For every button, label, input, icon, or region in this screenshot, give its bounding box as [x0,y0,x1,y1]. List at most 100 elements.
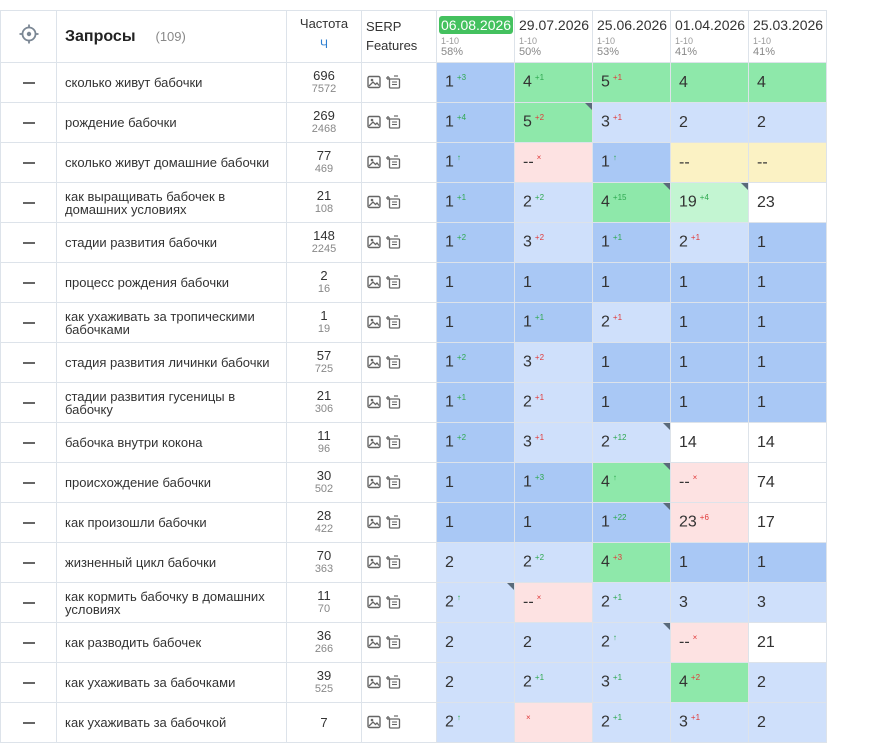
position-cell[interactable]: 2 +2 [514,182,593,223]
keyword-text[interactable]: сколько живут бабочки [65,75,203,90]
minus-icon[interactable] [22,521,35,524]
image-icon[interactable] [367,514,386,531]
keyword-text[interactable]: как произошли бабочки [65,515,207,530]
position-cell[interactable]: 2 [436,662,515,703]
position-cell[interactable]: 3 +1 [670,702,749,743]
position-cell[interactable]: 1 +3 [514,462,593,503]
position-cell[interactable]: 1 +3 [436,62,515,103]
position-cell[interactable]: 1 +4 [436,102,515,143]
keyword-text[interactable]: процесс рождения бабочки [65,275,230,290]
position-cell[interactable]: 1 [748,262,827,303]
position-cell[interactable]: 2 +1 [514,382,593,423]
image-icon[interactable] [367,634,386,651]
table-row[interactable]: стадия развития личинки бабочки 57 725 1 +2 3… [0,342,827,383]
date-label[interactable]: 29.07.2026 [519,17,590,33]
position-cell[interactable]: 3 [748,582,827,623]
image-icon[interactable] [367,274,386,291]
position-cell[interactable]: 1 [670,542,749,583]
position-cell[interactable]: 23 +6 [670,502,749,543]
position-cell[interactable]: 3 +1 [592,102,671,143]
image-icon[interactable] [367,114,386,131]
position-cell[interactable]: 4 +3 [592,542,671,583]
minus-icon[interactable] [22,361,35,364]
position-cell[interactable]: 74 [748,462,827,503]
position-cell[interactable]: 2 [514,622,593,663]
table-row[interactable]: рождение бабочки 269 2468 1 +4 5 +2 3 +1 2 2 [0,102,827,143]
table-row[interactable]: как ухаживать за бабочкой 7 2 ↑ × 2 +1 3 +1 2 [0,702,827,743]
image-icon[interactable] [367,154,386,171]
keyword-text[interactable]: как выращивать бабочек в домашних услови… [65,188,226,217]
position-cell[interactable]: 2 ↑ [592,622,671,663]
minus-icon[interactable] [22,321,35,324]
position-cell[interactable]: 4 +2 [670,662,749,703]
position-cell[interactable]: 1 [514,262,593,303]
position-cell[interactable]: 2 [748,702,827,743]
position-cell[interactable]: 1 [670,382,749,423]
table-row[interactable]: как разводить бабочек 36 266 2 2 2 ↑ -- × 21 [0,622,827,663]
featured-snippet-icon[interactable] [386,274,407,291]
position-cell[interactable]: 2 [748,102,827,143]
featured-snippet-icon[interactable] [386,434,407,451]
position-cell[interactable]: 2 +1 [592,302,671,343]
position-cell[interactable]: 1 ↑ [592,142,671,183]
featured-snippet-icon[interactable] [386,714,407,731]
keyword-text[interactable]: рождение бабочки [65,115,177,130]
date-column-header[interactable]: 25.06.2026 1-10 53% [592,10,671,63]
position-cell[interactable]: 3 +2 [514,342,593,383]
minus-icon[interactable] [22,281,35,284]
table-row[interactable]: стадии развития гусеницы в бабочку 21 306 1… [0,382,827,423]
date-column-header[interactable]: 25.03.2026 1-10 41% [748,10,827,63]
position-cell[interactable]: 2 +1 [514,662,593,703]
table-row[interactable]: как ухаживать за бабочками 39 525 2 2 +1 3 +1 4 +… [0,662,827,703]
table-row[interactable]: как кормить бабочку в домашних условиях 1… [0,582,827,623]
position-cell[interactable]: 1 [436,302,515,343]
position-cell[interactable]: 1 [436,502,515,543]
featured-snippet-icon[interactable] [386,674,407,691]
date-column-header[interactable]: 01.04.2026 1-10 41% [670,10,749,63]
position-cell[interactable]: 1 +2 [436,222,515,263]
featured-snippet-icon[interactable] [386,154,407,171]
position-cell[interactable]: 1 [592,342,671,383]
image-icon[interactable] [367,674,386,691]
position-cell[interactable]: 1 [592,382,671,423]
keyword-text[interactable]: жизненный цикл бабочки [65,555,217,570]
minus-icon[interactable] [22,641,35,644]
position-cell[interactable]: 3 +1 [514,422,593,463]
date-column-header[interactable]: 29.07.2026 1-10 50% [514,10,593,63]
position-cell[interactable]: 3 +2 [514,222,593,263]
table-row[interactable]: процесс рождения бабочки 2 16 1 1 1 1 1 [0,262,827,303]
position-cell[interactable]: 4 ↑ [592,462,671,503]
position-cell[interactable]: 4 [748,62,827,103]
featured-snippet-icon[interactable] [386,594,407,611]
date-label[interactable]: 25.06.2026 [597,17,668,33]
featured-snippet-icon[interactable] [386,474,407,491]
featured-snippet-icon[interactable] [386,394,407,411]
position-cell[interactable]: 3 +1 [592,662,671,703]
position-cell[interactable]: × [514,702,593,743]
position-cell[interactable]: -- [748,142,827,183]
position-cell[interactable]: 5 +2 [514,102,593,143]
minus-icon[interactable] [22,721,35,724]
position-cell[interactable]: 2 ↑ [436,702,515,743]
minus-icon[interactable] [22,681,35,684]
minus-icon[interactable] [22,161,35,164]
image-icon[interactable] [367,314,386,331]
position-cell[interactable]: 4 +1 [514,62,593,103]
position-cell[interactable]: 17 [748,502,827,543]
minus-icon[interactable] [22,121,35,124]
keyword-text[interactable]: стадии развития бабочки [65,235,218,250]
featured-snippet-icon[interactable] [386,194,407,211]
table-row[interactable]: бабочка внутри кокона 11 96 1 +2 3 +1 2 +12 14 14 [0,422,827,463]
position-cell[interactable]: 14 [748,422,827,463]
position-cell[interactable]: 14 [670,422,749,463]
position-cell[interactable]: 2 [436,542,515,583]
position-cell[interactable]: -- × [670,622,749,663]
position-cell[interactable]: 2 +12 [592,422,671,463]
minus-icon[interactable] [22,561,35,564]
position-cell[interactable]: 1 [670,302,749,343]
image-icon[interactable] [367,74,386,91]
position-cell[interactable]: 1 [514,502,593,543]
keyword-text[interactable]: как ухаживать за бабочкой [65,715,227,730]
position-cell[interactable]: 2 +2 [514,542,593,583]
image-icon[interactable] [367,194,386,211]
